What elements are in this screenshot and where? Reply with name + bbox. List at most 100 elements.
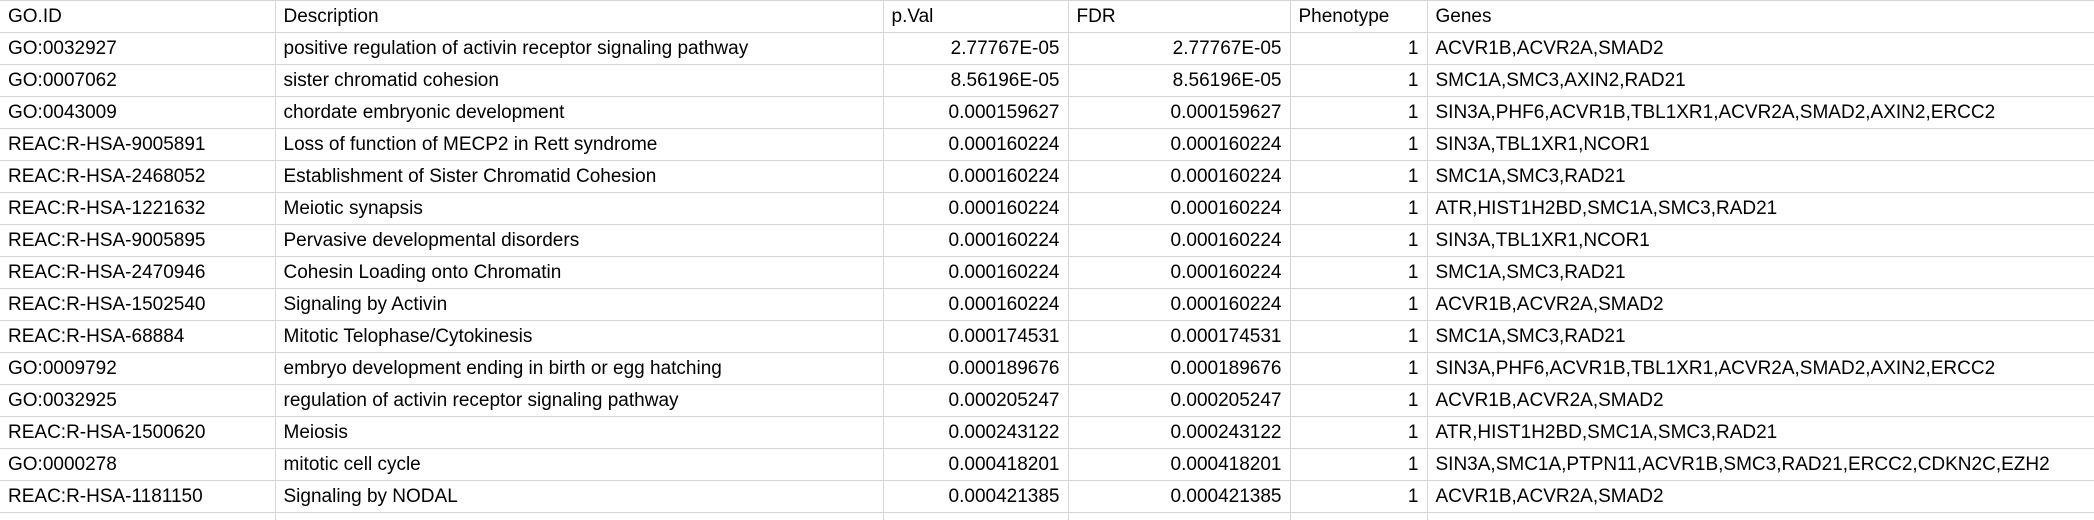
- cell-p-val[interactable]: 0.000160224: [883, 192, 1069, 225]
- cell-p-val[interactable]: 0.000174531: [883, 320, 1069, 353]
- cell-phenotype[interactable]: 1: [1290, 352, 1428, 385]
- cell-phenotype[interactable]: 1: [1290, 160, 1428, 193]
- cell-phenotype[interactable]: 1: [1290, 480, 1428, 513]
- cell-phenotype[interactable]: 1: [1290, 416, 1428, 449]
- cell-phenotype[interactable]: 1: [1290, 256, 1428, 289]
- cell-fdr[interactable]: 0.000160224: [1068, 128, 1291, 161]
- cell-empty[interactable]: [1290, 512, 1428, 520]
- cell-phenotype[interactable]: 1: [1290, 384, 1428, 417]
- header-cell-phenotype[interactable]: Phenotype: [1290, 0, 1428, 33]
- cell-p-val[interactable]: 0.000418201: [883, 448, 1069, 481]
- cell-phenotype[interactable]: 1: [1290, 448, 1428, 481]
- cell-genes[interactable]: ACVR1B,ACVR2A,SMAD2: [1427, 288, 2094, 321]
- cell-description[interactable]: Meiosis: [275, 416, 884, 449]
- cell-p-val[interactable]: 0.000205247: [883, 384, 1069, 417]
- cell-fdr[interactable]: 0.000421385: [1068, 480, 1291, 513]
- cell-p-val[interactable]: 0.000160224: [883, 288, 1069, 321]
- cell-go-id[interactable]: REAC:R-HSA-1502540: [0, 288, 276, 321]
- cell-description[interactable]: chordate embryonic development: [275, 96, 884, 129]
- cell-p-val[interactable]: 0.000159627: [883, 96, 1069, 129]
- cell-phenotype[interactable]: 1: [1290, 64, 1428, 97]
- cell-fdr[interactable]: 0.000418201: [1068, 448, 1291, 481]
- cell-phenotype[interactable]: 1: [1290, 224, 1428, 257]
- cell-genes[interactable]: ACVR1B,ACVR2A,SMAD2: [1427, 480, 2094, 513]
- cell-go-id[interactable]: GO:0007062: [0, 64, 276, 97]
- cell-genes[interactable]: SIN3A,PHF6,ACVR1B,TBL1XR1,ACVR2A,SMAD2,A…: [1427, 352, 2094, 385]
- cell-p-val[interactable]: 0.000160224: [883, 256, 1069, 289]
- cell-go-id[interactable]: GO:0032925: [0, 384, 276, 417]
- cell-description[interactable]: sister chromatid cohesion: [275, 64, 884, 97]
- cell-fdr[interactable]: 0.000243122: [1068, 416, 1291, 449]
- cell-p-val[interactable]: 0.000189676: [883, 352, 1069, 385]
- cell-description[interactable]: Meiotic synapsis: [275, 192, 884, 225]
- cell-fdr[interactable]: 0.000160224: [1068, 224, 1291, 257]
- cell-fdr[interactable]: 0.000160224: [1068, 256, 1291, 289]
- cell-go-id[interactable]: REAC:R-HSA-9005891: [0, 128, 276, 161]
- cell-genes[interactable]: ATR,HIST1H2BD,SMC1A,SMC3,RAD21: [1427, 416, 2094, 449]
- cell-genes[interactable]: SIN3A,PHF6,ACVR1B,TBL1XR1,ACVR2A,SMAD2,A…: [1427, 96, 2094, 129]
- cell-empty[interactable]: [1068, 512, 1291, 520]
- cell-phenotype[interactable]: 1: [1290, 128, 1428, 161]
- cell-fdr[interactable]: 0.000205247: [1068, 384, 1291, 417]
- header-cell-genes[interactable]: Genes: [1427, 0, 2094, 33]
- cell-p-val[interactable]: 0.000160224: [883, 160, 1069, 193]
- cell-go-id[interactable]: REAC:R-HSA-2468052: [0, 160, 276, 193]
- cell-description[interactable]: Establishment of Sister Chromatid Cohesi…: [275, 160, 884, 193]
- cell-fdr[interactable]: 0.000160224: [1068, 160, 1291, 193]
- cell-go-id[interactable]: REAC:R-HSA-68884: [0, 320, 276, 353]
- cell-go-id[interactable]: REAC:R-HSA-1221632: [0, 192, 276, 225]
- cell-description[interactable]: positive regulation of activin receptor …: [275, 32, 884, 65]
- cell-go-id[interactable]: GO:0009792: [0, 352, 276, 385]
- cell-go-id[interactable]: GO:0032927: [0, 32, 276, 65]
- header-cell-description[interactable]: Description: [275, 0, 884, 33]
- cell-go-id[interactable]: GO:0043009: [0, 96, 276, 129]
- cell-fdr[interactable]: 2.77767E-05: [1068, 32, 1291, 65]
- cell-genes[interactable]: SIN3A,TBL1XR1,NCOR1: [1427, 128, 2094, 161]
- cell-phenotype[interactable]: 1: [1290, 288, 1428, 321]
- cell-go-id[interactable]: REAC:R-HSA-9005895: [0, 224, 276, 257]
- cell-genes[interactable]: ACVR1B,ACVR2A,SMAD2: [1427, 32, 2094, 65]
- cell-fdr[interactable]: 0.000174531: [1068, 320, 1291, 353]
- cell-fdr[interactable]: 0.000159627: [1068, 96, 1291, 129]
- header-cell-fdr[interactable]: FDR: [1068, 0, 1291, 33]
- cell-genes[interactable]: SMC1A,SMC3,RAD21: [1427, 320, 2094, 353]
- cell-empty[interactable]: [0, 512, 276, 520]
- cell-description[interactable]: Cohesin Loading onto Chromatin: [275, 256, 884, 289]
- cell-description[interactable]: Pervasive developmental disorders: [275, 224, 884, 257]
- header-cell-go-id[interactable]: GO.ID: [0, 0, 276, 33]
- cell-description[interactable]: regulation of activin receptor signaling…: [275, 384, 884, 417]
- cell-empty[interactable]: [883, 512, 1069, 520]
- cell-genes[interactable]: SMC1A,SMC3,AXIN2,RAD21: [1427, 64, 2094, 97]
- cell-genes[interactable]: SIN3A,TBL1XR1,NCOR1: [1427, 224, 2094, 257]
- cell-genes[interactable]: SMC1A,SMC3,RAD21: [1427, 256, 2094, 289]
- cell-p-val[interactable]: 0.000160224: [883, 128, 1069, 161]
- cell-description[interactable]: embryo development ending in birth or eg…: [275, 352, 884, 385]
- cell-go-id[interactable]: REAC:R-HSA-2470946: [0, 256, 276, 289]
- cell-phenotype[interactable]: 1: [1290, 32, 1428, 65]
- cell-empty[interactable]: [1427, 512, 2094, 520]
- cell-fdr[interactable]: 8.56196E-05: [1068, 64, 1291, 97]
- cell-fdr[interactable]: 0.000160224: [1068, 288, 1291, 321]
- cell-fdr[interactable]: 0.000160224: [1068, 192, 1291, 225]
- cell-description[interactable]: mitotic cell cycle: [275, 448, 884, 481]
- cell-p-val[interactable]: 0.000243122: [883, 416, 1069, 449]
- cell-go-id[interactable]: GO:0000278: [0, 448, 276, 481]
- header-cell-p-val[interactable]: p.Val: [883, 0, 1069, 33]
- cell-p-val[interactable]: 8.56196E-05: [883, 64, 1069, 97]
- cell-p-val[interactable]: 0.000421385: [883, 480, 1069, 513]
- cell-genes[interactable]: SMC1A,SMC3,RAD21: [1427, 160, 2094, 193]
- cell-description[interactable]: Signaling by NODAL: [275, 480, 884, 513]
- cell-description[interactable]: Mitotic Telophase/Cytokinesis: [275, 320, 884, 353]
- cell-description[interactable]: Loss of function of MECP2 in Rett syndro…: [275, 128, 884, 161]
- cell-genes[interactable]: ACVR1B,ACVR2A,SMAD2: [1427, 384, 2094, 417]
- cell-fdr[interactable]: 0.000189676: [1068, 352, 1291, 385]
- cell-go-id[interactable]: REAC:R-HSA-1500620: [0, 416, 276, 449]
- cell-phenotype[interactable]: 1: [1290, 96, 1428, 129]
- cell-genes[interactable]: SIN3A,SMC1A,PTPN11,ACVR1B,SMC3,RAD21,ERC…: [1427, 448, 2094, 481]
- cell-phenotype[interactable]: 1: [1290, 192, 1428, 225]
- cell-p-val[interactable]: 0.000160224: [883, 224, 1069, 257]
- cell-empty[interactable]: [275, 512, 884, 520]
- cell-phenotype[interactable]: 1: [1290, 320, 1428, 353]
- cell-description[interactable]: Signaling by Activin: [275, 288, 884, 321]
- cell-genes[interactable]: ATR,HIST1H2BD,SMC1A,SMC3,RAD21: [1427, 192, 2094, 225]
